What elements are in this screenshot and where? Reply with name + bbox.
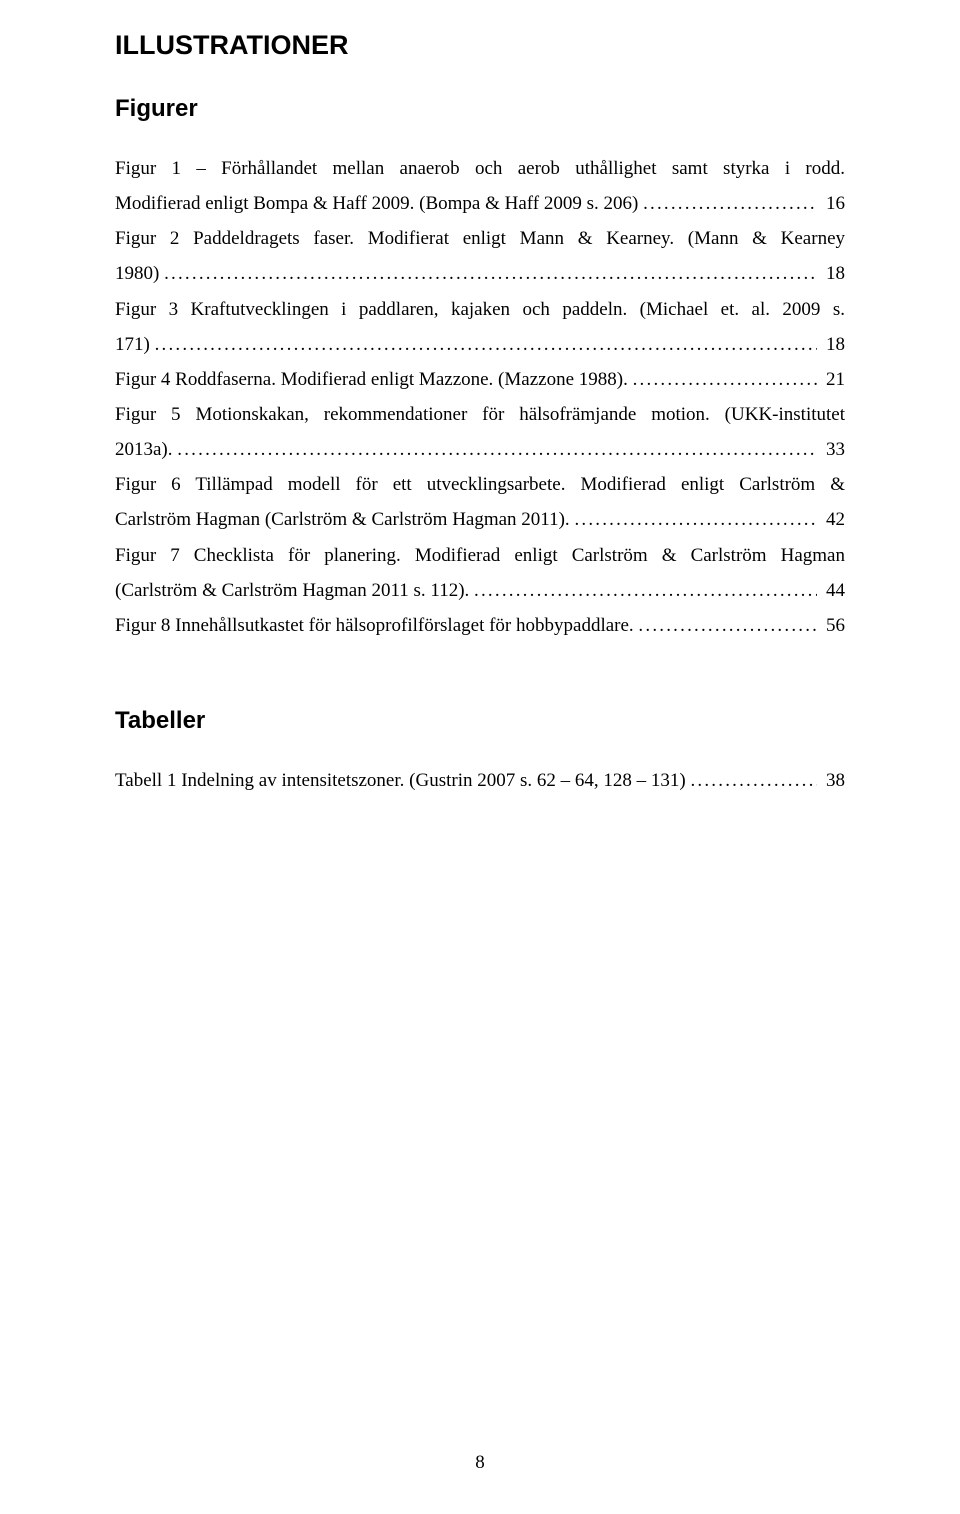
figure-entry: Figur 8 Innehållsutkastet för hälsoprofi…	[115, 608, 845, 643]
figure-entry-lastline: Figur 8 Innehållsutkastet för hälsoprofi…	[115, 608, 845, 643]
dot-leader	[177, 432, 817, 467]
figure-entry-lastline: (Carlström & Carlström Hagman 2011 s. 11…	[115, 573, 845, 608]
figure-entry-page: 18	[817, 256, 845, 291]
figure-entry-page: 56	[817, 608, 845, 643]
figure-entry: Figur 1 – Förhållandet mellan anaerob oc…	[115, 151, 845, 221]
figure-entry-page: 16	[817, 186, 845, 221]
figure-entry-page: 42	[817, 502, 845, 537]
table-entry-lastline: Tabell 1 Indelning av intensitetszoner. …	[115, 763, 845, 798]
figure-entry-line: Figur 7 Checklista för planering. Modifi…	[115, 538, 845, 573]
figure-entry-page: 21	[817, 362, 845, 397]
dot-leader	[164, 256, 817, 291]
figure-entry-lastline: 171) 18	[115, 327, 845, 362]
figure-entry-text: Figur 4 Roddfaserna. Modifierad enligt M…	[115, 362, 633, 397]
figure-entry-text: 171)	[115, 327, 155, 362]
figure-entry: Figur 6 Tillämpad modell för ett utveckl…	[115, 467, 845, 537]
figure-entry-page: 33	[817, 432, 845, 467]
dot-leader	[643, 186, 817, 221]
figure-entry-line: Figur 3 Kraftutvecklingen i paddlaren, k…	[115, 292, 845, 327]
dot-leader	[574, 502, 817, 537]
figures-heading: Figurer	[115, 95, 845, 123]
figures-list: Figur 1 – Förhållandet mellan anaerob oc…	[115, 151, 845, 643]
figure-entry-line: Figur 1 – Förhållandet mellan anaerob oc…	[115, 151, 845, 186]
figure-entry-text: 2013a).	[115, 432, 177, 467]
figure-entry-text: Modifierad enligt Bompa & Haff 2009. (Bo…	[115, 186, 643, 221]
figure-entry-lastline: 2013a). 33	[115, 432, 845, 467]
dot-leader	[690, 763, 817, 798]
figure-entry-line: Figur 5 Motionskakan, rekommendationer f…	[115, 397, 845, 432]
dot-leader	[633, 362, 818, 397]
figure-entry-lastline: 1980) 18	[115, 256, 845, 291]
figure-entry: Figur 4 Roddfaserna. Modifierad enligt M…	[115, 362, 845, 397]
tables-list: Tabell 1 Indelning av intensitetszoner. …	[115, 763, 845, 798]
figure-entry-text: 1980)	[115, 256, 164, 291]
dot-leader	[474, 573, 817, 608]
figure-entry-page: 18	[817, 327, 845, 362]
figure-entry: Figur 2 Paddeldragets faser. Modifierat …	[115, 221, 845, 291]
figure-entry-line: Figur 6 Tillämpad modell för ett utveckl…	[115, 467, 845, 502]
figure-entry-text: Figur 8 Innehållsutkastet för hälsoprofi…	[115, 608, 638, 643]
page-number: 8	[0, 1452, 960, 1474]
figure-entry-page: 44	[817, 573, 845, 608]
figure-entry-lastline: Modifierad enligt Bompa & Haff 2009. (Bo…	[115, 186, 845, 221]
figure-entry-lastline: Figur 4 Roddfaserna. Modifierad enligt M…	[115, 362, 845, 397]
figure-entry: Figur 5 Motionskakan, rekommendationer f…	[115, 397, 845, 467]
figure-entry-lastline: Carlström Hagman (Carlström & Carlström …	[115, 502, 845, 537]
figure-entry-text: Carlström Hagman (Carlström & Carlström …	[115, 502, 574, 537]
table-entry-text: Tabell 1 Indelning av intensitetszoner. …	[115, 763, 690, 798]
illustrations-heading: ILLUSTRATIONER	[115, 30, 845, 61]
dot-leader	[638, 608, 817, 643]
figure-entry-text: (Carlström & Carlström Hagman 2011 s. 11…	[115, 573, 474, 608]
table-entry: Tabell 1 Indelning av intensitetszoner. …	[115, 763, 845, 798]
table-entry-page: 38	[817, 763, 845, 798]
figure-entry: Figur 3 Kraftutvecklingen i paddlaren, k…	[115, 292, 845, 362]
dot-leader	[155, 327, 818, 362]
tables-heading: Tabeller	[115, 707, 845, 735]
figure-entry: Figur 7 Checklista för planering. Modifi…	[115, 538, 845, 608]
figure-entry-line: Figur 2 Paddeldragets faser. Modifierat …	[115, 221, 845, 256]
